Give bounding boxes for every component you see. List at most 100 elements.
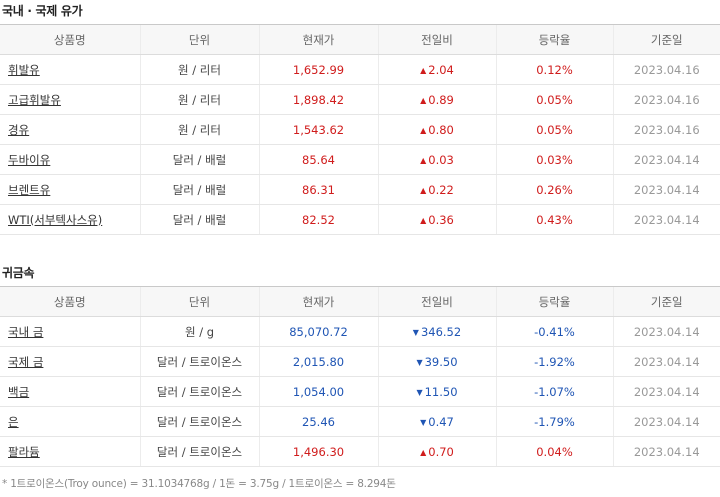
header-product: 상품명: [0, 286, 140, 317]
header-unit: 단위: [139, 286, 259, 317]
arrow-up-icon: ▲: [420, 155, 427, 165]
date-cell: 2023.04.14: [612, 376, 720, 407]
arrow-down-icon: ▼: [420, 417, 427, 427]
price-cell: 1,054.00: [258, 376, 378, 407]
product-link[interactable]: WTI(서부텍사스유): [8, 212, 103, 227]
metal-price-table: 상품명 단위 현재가 전일비 등락율 기준일 국내 금 원 / g 85,070.7…: [0, 286, 720, 467]
unit-cell: 달러 / 트로이온스: [139, 346, 259, 377]
header-rate: 등락율: [495, 286, 613, 317]
unit-cell: 원 / 리터: [139, 114, 259, 145]
price-cell: 86.31: [258, 174, 378, 205]
product-name-cell: 두바이유: [0, 144, 140, 175]
change-cell: ▲ 0.36: [377, 204, 496, 235]
rate-cell: 0.43%: [495, 204, 613, 235]
rate-cell: -1.92%: [495, 346, 613, 377]
table-row: 팔라듐 달러 / 트로이온스 1,496.30 ▲ 0.70 0.04% 2023.04.1…: [0, 436, 720, 467]
unit-cell: 달러 / 배럴: [139, 144, 259, 175]
table-row: 백금 달러 / 트로이온스 1,054.00 ▼ 11.50 -1.07% 2023.04.…: [0, 376, 720, 407]
price-cell: 25.46: [258, 406, 378, 437]
unit-cell: 원 / g: [139, 316, 259, 347]
change-value: 0.70: [428, 444, 454, 459]
change-cell: ▲ 0.70: [377, 436, 496, 467]
product-link[interactable]: 국제 금: [8, 354, 44, 369]
change-cell: ▲ 0.22: [377, 174, 496, 205]
header-change: 전일비: [377, 286, 496, 317]
product-link[interactable]: 브렌트유: [8, 182, 51, 197]
product-name-cell: 경유: [0, 114, 140, 145]
date-cell: 2023.04.16: [612, 114, 720, 145]
oil-table-header: 상품명 단위 현재가 전일비 등락율 기준일: [0, 24, 720, 55]
product-link[interactable]: 은: [8, 414, 19, 429]
price-cell: 85.64: [258, 144, 378, 175]
header-price: 현재가: [258, 24, 378, 55]
arrow-up-icon: ▲: [420, 185, 427, 195]
date-cell: 2023.04.14: [612, 346, 720, 377]
table-row: 휘발유 원 / 리터 1,652.99 ▲ 2.04 0.12% 2023.04.16: [0, 54, 720, 85]
product-name-cell: 백금: [0, 376, 140, 407]
product-link[interactable]: 휘발유: [8, 62, 40, 77]
table-row: 국제 금 달러 / 트로이온스 2,015.80 ▼ 39.50 -1.92% 2023.0…: [0, 346, 720, 377]
unit-cell: 원 / 리터: [139, 54, 259, 85]
product-link[interactable]: 경유: [8, 122, 30, 137]
product-link[interactable]: 팔라듐: [8, 444, 40, 459]
change-value: 0.80: [428, 122, 454, 137]
change-value: 0.47: [428, 414, 454, 429]
price-cell: 82.52: [258, 204, 378, 235]
price-cell: 1,496.30: [258, 436, 378, 467]
rate-cell: 0.03%: [495, 144, 613, 175]
rate-cell: -0.41%: [495, 316, 613, 347]
price-cell: 2,015.80: [258, 346, 378, 377]
table-row: 브렌트유 달러 / 배럴 86.31 ▲ 0.22 0.26% 2023.04.14: [0, 174, 720, 205]
arrow-down-icon: ▼: [416, 387, 423, 397]
change-value: 346.52: [420, 324, 462, 339]
date-cell: 2023.04.14: [612, 144, 720, 175]
metal-table-header: 상품명 단위 현재가 전일비 등락율 기준일: [0, 286, 720, 317]
arrow-down-icon: ▼: [412, 327, 419, 337]
price-cell: 1,543.62: [258, 114, 378, 145]
product-link[interactable]: 고급휘발유: [8, 92, 61, 107]
unit-cell: 원 / 리터: [139, 84, 259, 115]
header-rate: 등락율: [495, 24, 613, 55]
table-row: 경유 원 / 리터 1,543.62 ▲ 0.80 0.05% 2023.04.16: [0, 114, 720, 145]
change-cell: ▼ 11.50: [377, 376, 496, 407]
change-cell: ▼ 346.52: [377, 316, 496, 347]
product-name-cell: WTI(서부텍사스유): [0, 204, 140, 235]
header-product: 상품명: [0, 24, 140, 55]
table-row: 은 달러 / 트로이온스 25.46 ▼ 0.47 -1.79% 2023.04.14: [0, 406, 720, 437]
arrow-up-icon: ▲: [420, 65, 427, 75]
change-value: 11.50: [424, 384, 458, 399]
product-link[interactable]: 국내 금: [8, 324, 44, 339]
date-cell: 2023.04.14: [612, 316, 720, 347]
product-link[interactable]: 두바이유: [8, 152, 51, 167]
header-change: 전일비: [377, 24, 496, 55]
change-value: 0.03: [428, 152, 454, 167]
metal-section-title: 귀금속: [2, 266, 35, 280]
product-name-cell: 국내 금: [0, 316, 140, 347]
product-name-cell: 팔라듐: [0, 436, 140, 467]
product-link[interactable]: 백금: [8, 384, 30, 399]
change-cell: ▲ 0.80: [377, 114, 496, 145]
price-cell: 1,652.99: [258, 54, 378, 85]
change-cell: ▼ 39.50: [377, 346, 496, 377]
arrow-up-icon: ▲: [420, 95, 427, 105]
arrow-up-icon: ▲: [420, 447, 427, 457]
header-date: 기준일: [612, 286, 720, 317]
table-row: 고급휘발유 원 / 리터 1,898.42 ▲ 0.89 0.05% 2023.04.16: [0, 84, 720, 115]
unit-cell: 달러 / 트로이온스: [139, 436, 259, 467]
table-row: WTI(서부텍사스유) 달러 / 배럴 82.52 ▲ 0.36 0.43% 2023.04…: [0, 204, 720, 235]
date-cell: 2023.04.16: [612, 84, 720, 115]
date-cell: 2023.04.16: [612, 54, 720, 85]
rate-cell: -1.79%: [495, 406, 613, 437]
change-value: 2.04: [428, 62, 454, 77]
unit-cell: 달러 / 트로이온스: [139, 376, 259, 407]
arrow-up-icon: ▲: [420, 125, 427, 135]
change-value: 0.22: [428, 182, 454, 197]
unit-footnote: * 1트로이온스(Troy ounce) = 31.1034768g / 1돈 …: [2, 478, 396, 490]
product-name-cell: 휘발유: [0, 54, 140, 85]
product-name-cell: 브렌트유: [0, 174, 140, 205]
change-cell: ▲ 0.89: [377, 84, 496, 115]
date-cell: 2023.04.14: [612, 406, 720, 437]
header-date: 기준일: [612, 24, 720, 55]
rate-cell: 0.05%: [495, 84, 613, 115]
unit-cell: 달러 / 배럴: [139, 174, 259, 205]
